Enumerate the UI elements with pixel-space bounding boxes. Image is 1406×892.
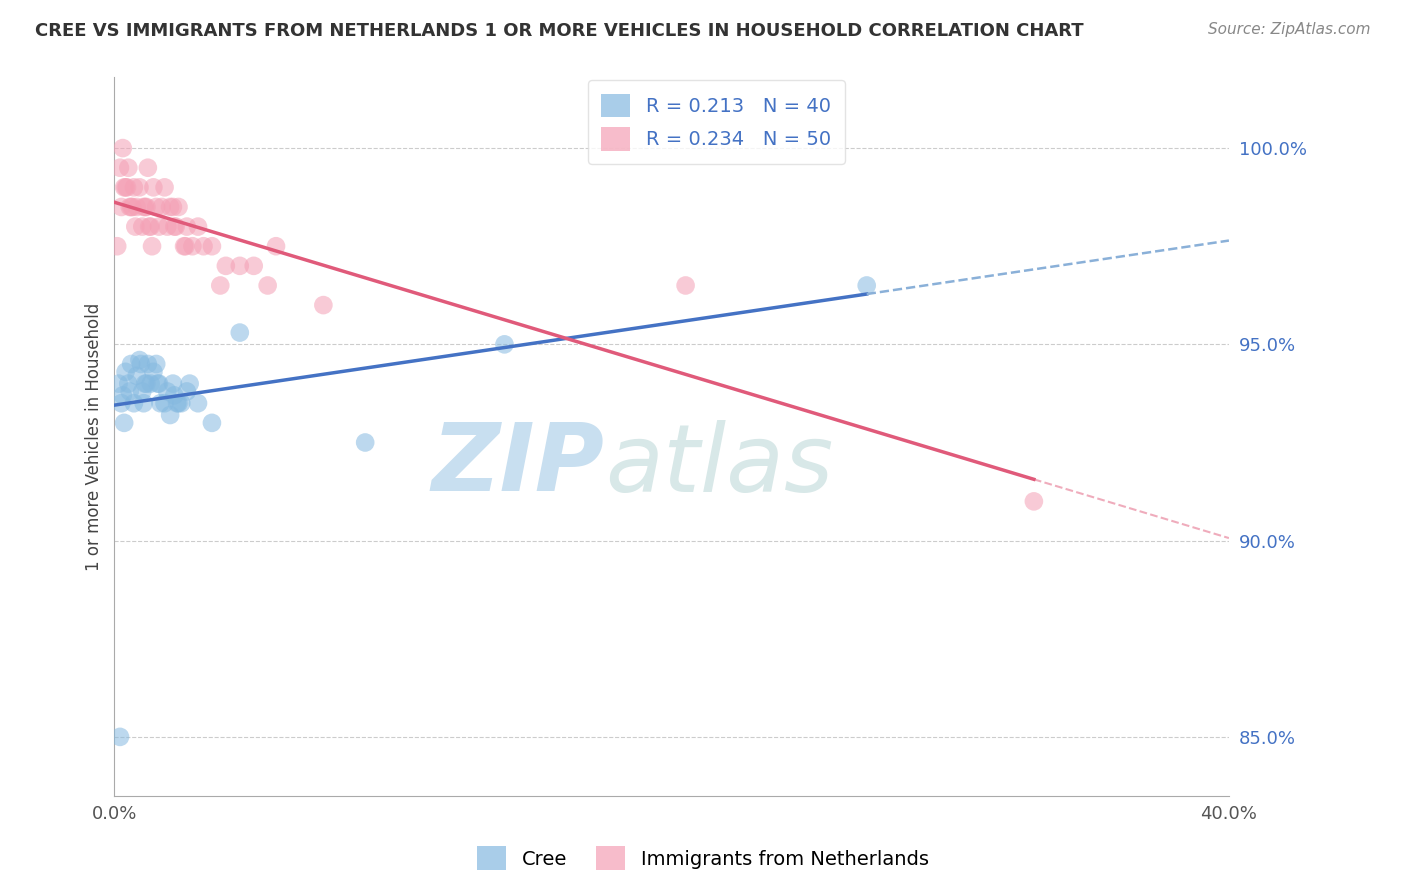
Point <box>145 357 167 371</box>
Point <box>117 161 139 175</box>
Point <box>201 239 224 253</box>
Point <box>148 219 170 234</box>
Point <box>187 396 209 410</box>
Point <box>209 278 232 293</box>
Point <box>1022 494 1045 508</box>
Point <box>139 376 162 391</box>
Point <box>124 219 146 234</box>
Point <box>193 239 215 253</box>
Point <box>122 396 145 410</box>
Point <box>153 180 176 194</box>
Point <box>115 180 138 194</box>
Point <box>117 376 139 391</box>
Point <box>112 416 135 430</box>
Point <box>256 278 278 293</box>
Point <box>121 200 143 214</box>
Point <box>131 219 153 234</box>
Point <box>112 180 135 194</box>
Point <box>264 239 287 253</box>
Point <box>162 200 184 214</box>
Point <box>118 384 141 399</box>
Point <box>142 365 165 379</box>
Point <box>128 353 150 368</box>
Text: CREE VS IMMIGRANTS FROM NETHERLANDS 1 OR MORE VEHICLES IN HOUSEHOLD CORRELATION : CREE VS IMMIGRANTS FROM NETHERLANDS 1 OR… <box>35 22 1084 40</box>
Point <box>145 200 167 214</box>
Y-axis label: 1 or more Vehicles in Household: 1 or more Vehicles in Household <box>86 302 103 571</box>
Point <box>110 200 132 214</box>
Point <box>159 200 181 214</box>
Point <box>163 219 186 234</box>
Point <box>139 219 162 234</box>
Point <box>176 384 198 399</box>
Point <box>142 180 165 194</box>
Point <box>149 396 172 410</box>
Point <box>229 259 252 273</box>
Point <box>129 357 152 371</box>
Point <box>108 730 131 744</box>
Point <box>162 376 184 391</box>
Point <box>141 239 163 253</box>
Point <box>134 200 156 214</box>
Point <box>131 384 153 399</box>
Point <box>159 408 181 422</box>
Point <box>138 219 160 234</box>
Point <box>153 396 176 410</box>
Point <box>120 357 142 371</box>
Point <box>134 376 156 391</box>
Point <box>118 200 141 214</box>
Point <box>128 180 150 194</box>
Point <box>120 200 142 214</box>
Point <box>132 200 155 214</box>
Point <box>174 239 197 253</box>
Text: ZIP: ZIP <box>432 419 605 511</box>
Point <box>855 278 877 293</box>
Point <box>114 365 136 379</box>
Point <box>156 384 179 399</box>
Point <box>201 416 224 430</box>
Point <box>110 396 132 410</box>
Point <box>132 396 155 410</box>
Point <box>135 200 157 214</box>
Point <box>170 396 193 410</box>
Point <box>166 396 188 410</box>
Point <box>108 161 131 175</box>
Point <box>181 239 204 253</box>
Point <box>125 368 148 383</box>
Legend: Cree, Immigrants from Netherlands: Cree, Immigrants from Netherlands <box>470 838 936 878</box>
Point <box>163 388 186 402</box>
Point <box>111 388 134 402</box>
Legend: R = 0.213   N = 40, R = 0.234   N = 50: R = 0.213 N = 40, R = 0.234 N = 50 <box>588 80 845 164</box>
Point <box>107 376 129 391</box>
Point <box>165 219 187 234</box>
Point <box>173 239 195 253</box>
Point <box>122 180 145 194</box>
Point <box>156 219 179 234</box>
Point <box>179 376 201 391</box>
Point <box>105 239 128 253</box>
Point <box>136 161 159 175</box>
Point <box>354 435 377 450</box>
Point <box>176 219 198 234</box>
Point <box>167 200 190 214</box>
Point <box>148 376 170 391</box>
Point <box>242 259 264 273</box>
Point <box>125 200 148 214</box>
Text: Source: ZipAtlas.com: Source: ZipAtlas.com <box>1208 22 1371 37</box>
Point <box>187 219 209 234</box>
Point <box>494 337 516 351</box>
Point <box>229 326 252 340</box>
Point <box>136 357 159 371</box>
Point <box>150 200 173 214</box>
Text: atlas: atlas <box>605 420 832 511</box>
Point <box>146 376 169 391</box>
Point <box>114 180 136 194</box>
Point <box>215 259 238 273</box>
Point <box>111 141 134 155</box>
Point <box>675 278 697 293</box>
Point <box>167 396 190 410</box>
Point <box>312 298 335 312</box>
Point <box>135 376 157 391</box>
